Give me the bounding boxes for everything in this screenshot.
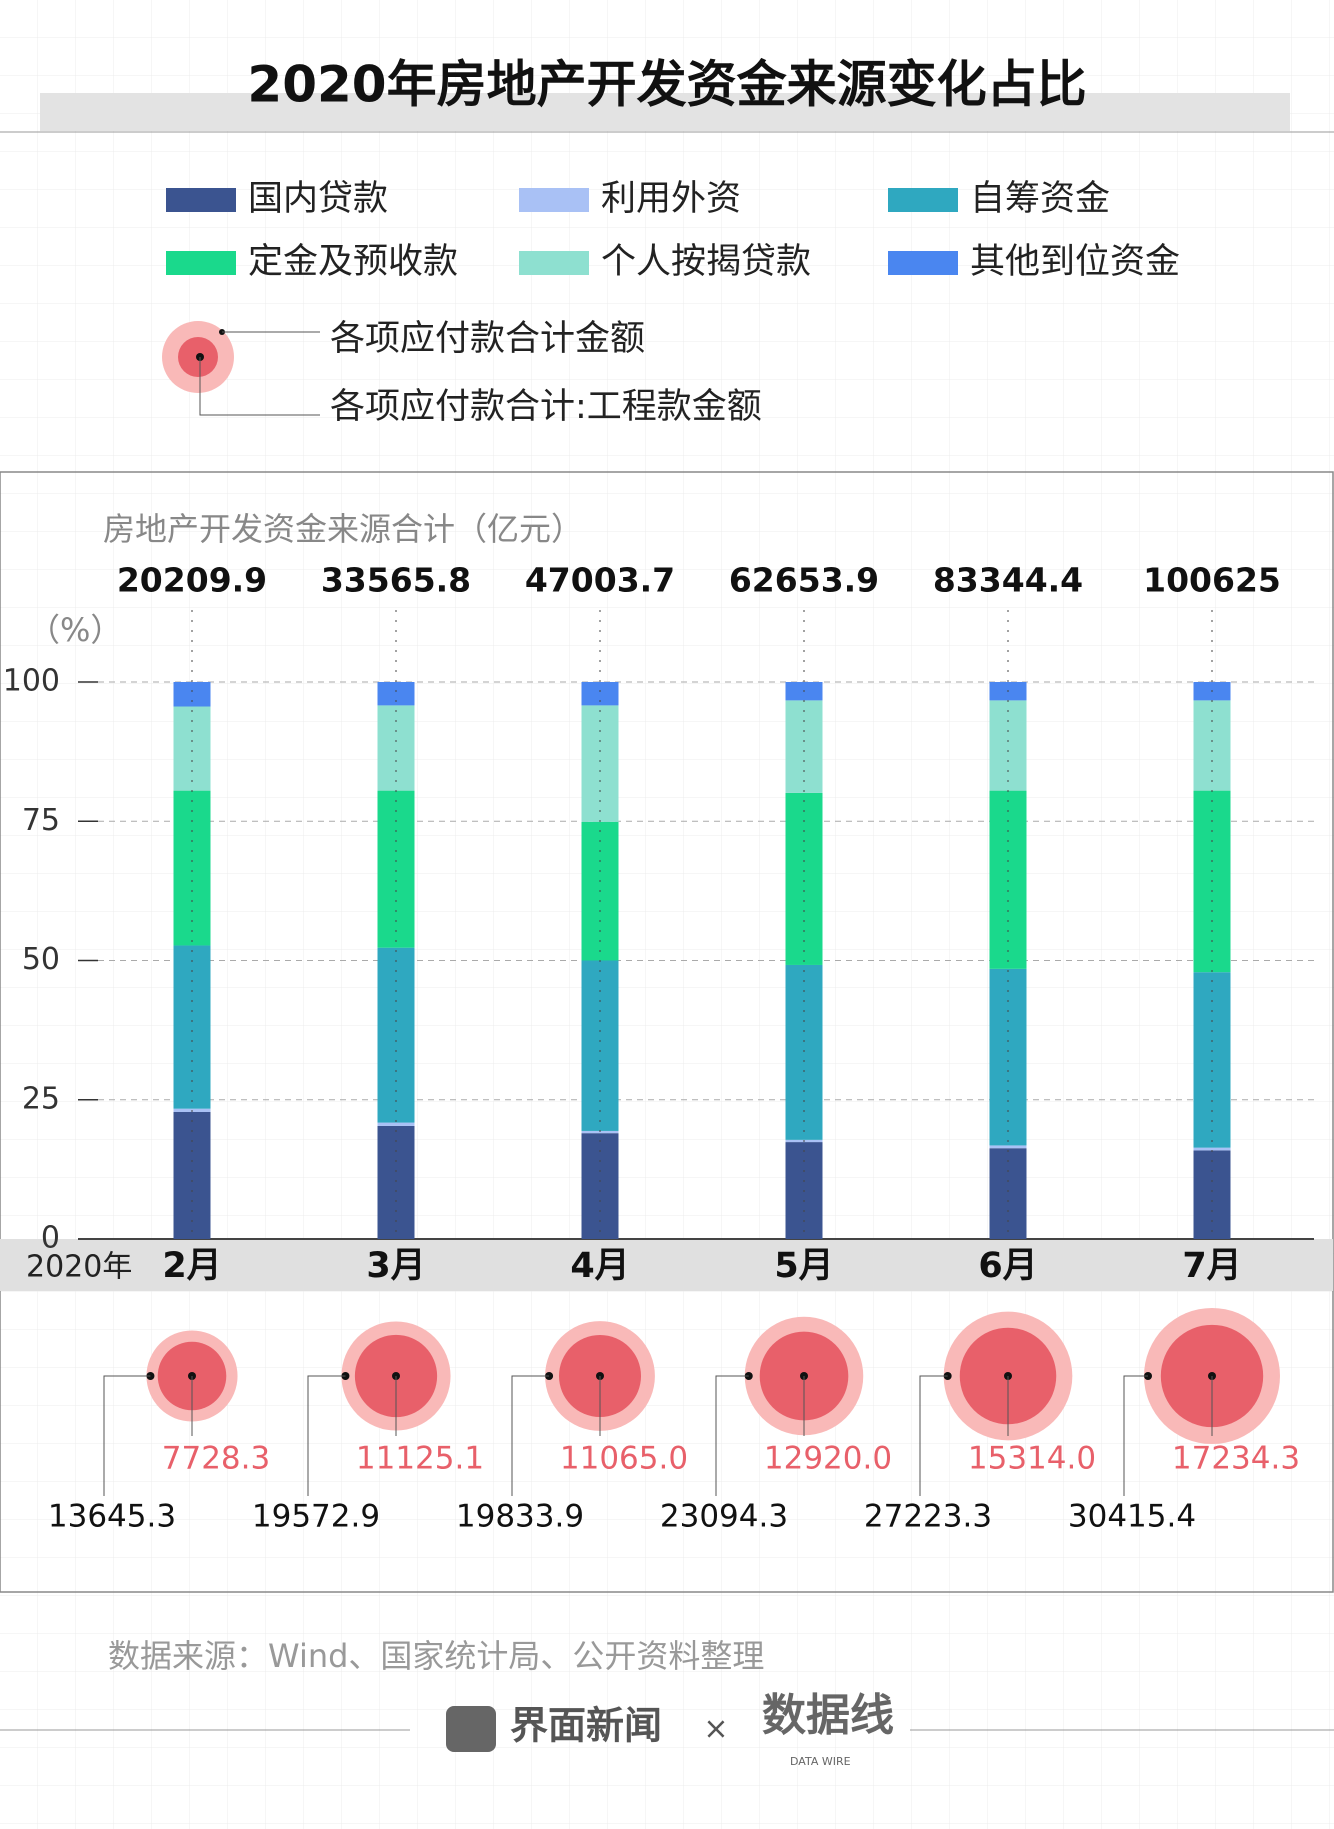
legend-swatch (519, 251, 589, 275)
brand-icon (446, 1706, 496, 1752)
bar-segment (989, 1145, 1027, 1149)
total-label: 33565.8 (321, 561, 471, 600)
bar-segment (581, 1133, 619, 1239)
leader (103, 1375, 151, 1496)
panel-border (0, 471, 1334, 1593)
legend-swatch (519, 188, 589, 212)
legend-label: 定金及预收款 (248, 242, 458, 282)
total-label: 20209.9 (117, 561, 267, 600)
bar-segment (173, 682, 211, 707)
legend-label: 个人按揭贷款 (601, 242, 811, 282)
bubble-outer-label: 19572.9 (252, 1499, 380, 1535)
bar-segment (989, 1148, 1027, 1239)
leader (919, 1375, 948, 1496)
bar-segment (1193, 700, 1231, 791)
leader (511, 1375, 550, 1496)
bar-segment (173, 790, 211, 946)
bubble-outer-label: 13645.3 (48, 1499, 176, 1535)
bar-segment (785, 700, 823, 793)
x-tick-label: 4月 (570, 1246, 629, 1286)
times-sign: × (703, 1712, 728, 1747)
bar-segment (377, 705, 415, 791)
bar-segment (173, 706, 211, 791)
x-tick-label: 6月 (978, 1246, 1037, 1286)
title-band (40, 93, 1290, 131)
bar-segment (581, 705, 619, 822)
bar-segment (377, 790, 415, 948)
bubble-outer-label: 30415.4 (1068, 1499, 1196, 1535)
legend-label: 国内贷款 (248, 179, 388, 219)
bar-segment (989, 968, 1027, 1146)
bar-segment (581, 1130, 619, 1134)
x-tick-label: 2月 (162, 1246, 221, 1286)
bubble-inner-label: 11125.1 (356, 1441, 484, 1477)
total-label: 83344.4 (933, 561, 1083, 600)
bar-segment (785, 792, 823, 965)
legend-label: 自筹资金 (970, 179, 1110, 219)
legend-label: 利用外资 (601, 179, 741, 219)
y-tick-label: 0 (41, 1221, 60, 1256)
y-tick-label: 75 (22, 803, 60, 838)
bar-segment (377, 947, 415, 1123)
x-tick-label: 5月 (774, 1246, 833, 1286)
y-unit: （%） (28, 611, 122, 649)
bar-segment (989, 790, 1027, 969)
legend-label: 其他到位资金 (970, 242, 1180, 282)
total-label: 100625 (1143, 561, 1281, 600)
brand: 界面新闻 (510, 1704, 662, 1748)
bubble-outer-label: 23094.3 (660, 1499, 788, 1535)
bubble-inner-label: 7728.3 (162, 1441, 270, 1477)
x-tick-label: 7月 (1182, 1246, 1241, 1286)
bar-segment (377, 682, 415, 706)
bubble-inner-label: 11065.0 (560, 1441, 688, 1477)
bar-segment (989, 700, 1027, 791)
axis-band (0, 1239, 1333, 1291)
partner: 数据线 (762, 1690, 894, 1741)
bubble-outer-label: 27223.3 (864, 1499, 992, 1535)
legend-label: 各项应付款合计金额 (330, 319, 645, 359)
bar-segment (1193, 1147, 1231, 1151)
x-prefix: 2020年 (26, 1250, 132, 1285)
legend-swatch (888, 188, 958, 212)
bubble-inner-label: 17234.3 (1172, 1441, 1300, 1477)
x-tick-label: 3月 (366, 1246, 425, 1286)
leader (1123, 1375, 1148, 1496)
bubble-inner-label: 15314.0 (968, 1441, 1096, 1477)
total-label: 47003.7 (525, 561, 675, 600)
bar-segment (173, 945, 211, 1109)
legend-swatch (166, 188, 236, 212)
partner-sub: DATA WIRE (790, 1755, 851, 1768)
bubble-inner-label: 12920.0 (764, 1441, 892, 1477)
bar-segment (377, 1122, 415, 1126)
legend-label: 各项应付款合计:工程款金额 (330, 387, 762, 427)
total-label: 62653.9 (729, 561, 879, 600)
bar-segment (581, 682, 619, 706)
bubble-outer-label: 19833.9 (456, 1499, 584, 1535)
bar-segment (581, 960, 619, 1131)
y-tick-label: 50 (22, 942, 60, 977)
source-note: 数据来源：Wind、国家统计局、公开资料整理 (108, 1637, 764, 1675)
legend-leader (199, 357, 320, 416)
leader (715, 1375, 749, 1496)
chart-title: 2020年房地产开发资金来源变化占比 (247, 56, 1086, 114)
y-tick-label: 25 (22, 1081, 60, 1116)
legend-swatch (888, 251, 958, 275)
legend-swatch (166, 251, 236, 275)
bar-segment (1193, 1150, 1231, 1239)
bar-segment (377, 1125, 415, 1239)
totals-label: 房地产开发资金来源合计（亿元） (103, 510, 583, 548)
leader (307, 1375, 346, 1496)
y-tick-label: 100 (3, 664, 60, 699)
bar-segment (173, 1112, 211, 1239)
